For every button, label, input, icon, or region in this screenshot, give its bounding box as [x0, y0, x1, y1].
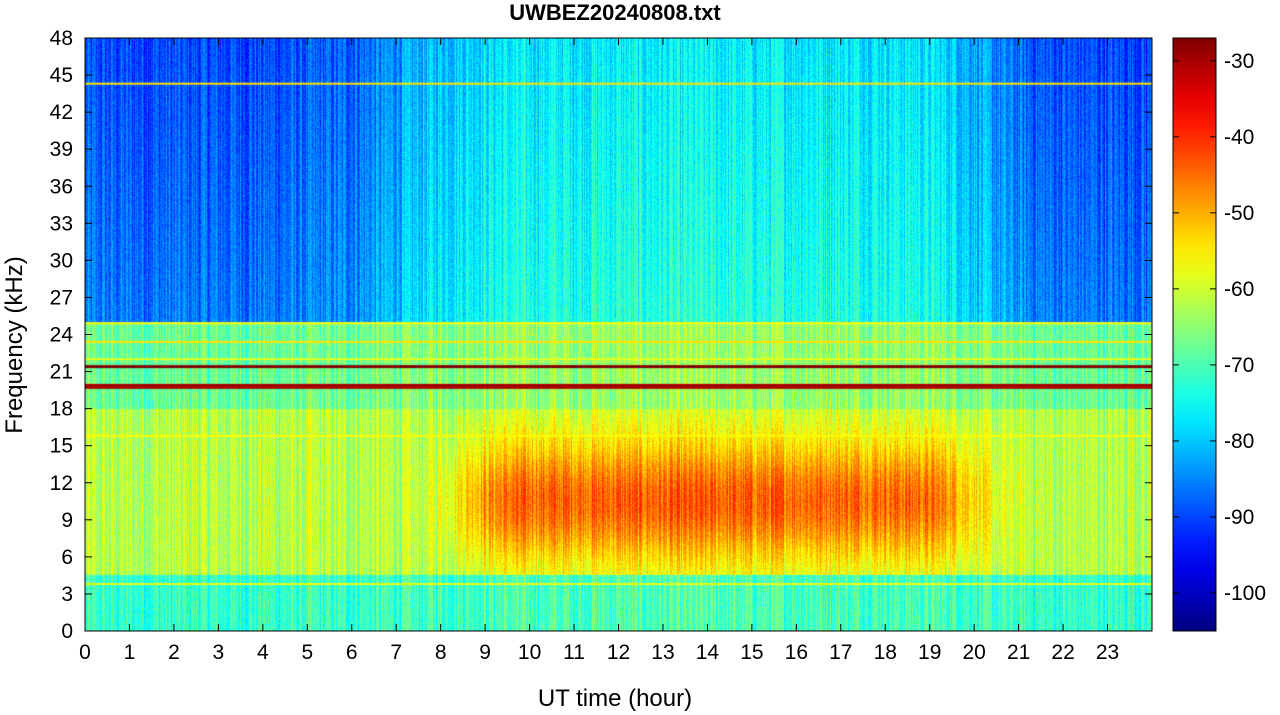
- colorbar-tick-label: -70: [1224, 354, 1254, 377]
- y-tick-label: 27: [50, 286, 73, 309]
- colorbar-tick-label: -40: [1224, 126, 1254, 149]
- y-tick-label: 24: [50, 324, 74, 347]
- y-tick-label: 33: [50, 212, 73, 235]
- x-tick-label: 16: [785, 641, 808, 664]
- y-tick-label: 0: [61, 620, 73, 643]
- x-tick-label: 21: [1007, 641, 1030, 664]
- y-tick-label: 3: [61, 583, 73, 606]
- x-axis-label: UT time (hour): [538, 685, 692, 712]
- y-tick-label: 36: [50, 175, 73, 198]
- y-tick-label: 9: [61, 509, 73, 532]
- x-tick-label: 15: [740, 641, 763, 664]
- x-tick-label: 10: [518, 641, 541, 664]
- x-tick-label: 3: [213, 641, 225, 664]
- y-tick-label: 18: [50, 398, 73, 421]
- x-tick-label: 12: [607, 641, 630, 664]
- x-tick-label: 1: [124, 641, 136, 664]
- y-tick-label: 12: [50, 472, 73, 495]
- colorbar-tick-label: -60: [1224, 278, 1254, 301]
- axes: 0 1 2 3 4 5 6 7 8 9 10 11 12 13 14 15 16 17 18 19 20 21 22 2303…: [50, 27, 1153, 664]
- x-tick-label: 9: [479, 641, 491, 664]
- colorbar-tick-label: -90: [1224, 506, 1254, 529]
- y-tick-label: 15: [50, 435, 73, 458]
- x-tick-label: 4: [257, 641, 269, 664]
- y-tick-label: 42: [50, 101, 73, 124]
- x-tick-label: 8: [435, 641, 447, 664]
- x-tick-label: 19: [918, 641, 941, 664]
- colorbar-tick-label: -100: [1224, 582, 1266, 605]
- y-tick-label: 39: [50, 138, 73, 161]
- x-tick-label: 17: [829, 641, 852, 664]
- chart-title: UWBEZ20240808.txt: [509, 0, 721, 25]
- x-tick-label: 14: [696, 641, 720, 664]
- colorbar: -100 -90 -80 -70 -60 -50 -40 -30: [1172, 37, 1266, 632]
- x-tick-label: 5: [301, 641, 313, 664]
- x-tick-label: 13: [651, 641, 674, 664]
- x-tick-label: 22: [1051, 641, 1074, 664]
- x-tick-label: 20: [962, 641, 985, 664]
- colorbar-tick-label: -30: [1224, 50, 1254, 73]
- y-axis-label: Frequency (kHz): [1, 256, 28, 433]
- x-tick-label: 6: [346, 641, 358, 664]
- y-tick-label: 6: [61, 546, 73, 569]
- y-tick-label: 48: [50, 27, 73, 50]
- y-tick-label: 30: [50, 249, 73, 272]
- spectrogram-image: [85, 38, 1152, 631]
- colorbar-tick-label: -50: [1224, 202, 1254, 225]
- x-tick-label: 18: [874, 641, 897, 664]
- plot-area: [85, 38, 1152, 631]
- x-tick-label: 11: [563, 641, 585, 664]
- y-tick-label: 45: [50, 64, 73, 87]
- y-tick-label: 21: [50, 361, 73, 384]
- x-tick-label: 23: [1096, 641, 1119, 664]
- x-tick-label: 2: [168, 641, 180, 664]
- x-tick-label: 7: [390, 641, 402, 664]
- x-tick-label: 0: [79, 641, 91, 664]
- colorbar-tick-label: -80: [1224, 430, 1254, 453]
- colorbar-gradient: [1172, 37, 1217, 632]
